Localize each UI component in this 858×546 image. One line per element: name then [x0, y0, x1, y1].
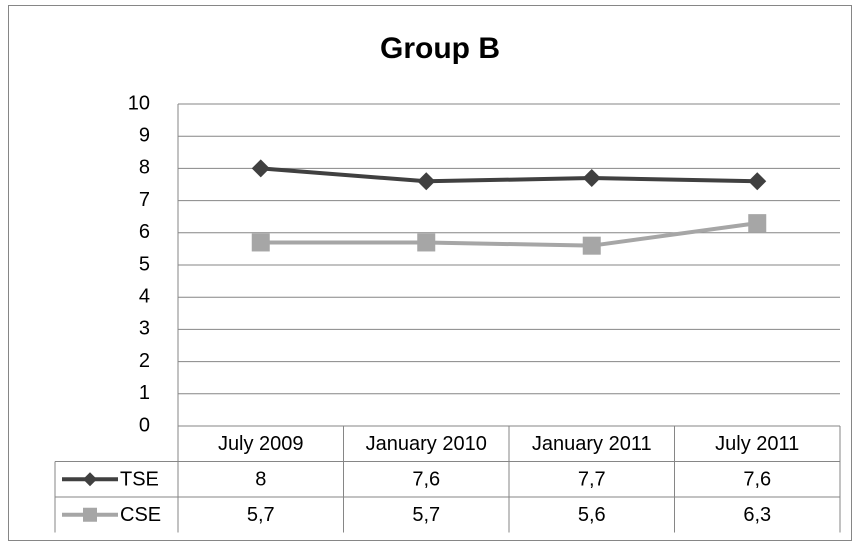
series-line — [260, 166, 758, 184]
y-tick-label: 6 — [139, 221, 150, 243]
legend-marker — [83, 507, 97, 522]
data-point — [748, 214, 767, 233]
y-tick-label: 2 — [139, 350, 150, 372]
table-value: 5,7 — [247, 504, 275, 526]
y-tick-label: 10 — [128, 92, 150, 114]
legend-label: CSE — [120, 504, 161, 526]
data-point — [582, 169, 601, 188]
x-tick-label: July 2009 — [218, 433, 304, 455]
data-point — [417, 233, 436, 252]
table-value: 6,3 — [743, 504, 771, 526]
table-value: 8 — [255, 469, 266, 491]
table-value: 7,7 — [578, 469, 606, 491]
table-value: 5,6 — [578, 504, 606, 526]
data-point — [251, 233, 270, 252]
data-point — [417, 172, 436, 191]
y-tick-label: 1 — [139, 382, 150, 404]
series-line — [260, 221, 758, 248]
chart-title: Group B — [380, 32, 500, 65]
table-value: 7,6 — [743, 469, 771, 491]
y-tick-label: 8 — [139, 157, 150, 179]
legend-label: TSE — [120, 469, 159, 491]
y-tick-label: 5 — [139, 253, 150, 275]
chart-border — [8, 5, 852, 541]
data-point — [748, 172, 767, 191]
data-point — [251, 159, 270, 178]
x-tick-label: July 2011 — [715, 433, 799, 455]
data-point — [582, 236, 601, 255]
y-tick-label: 7 — [139, 189, 150, 211]
y-tick-label: 0 — [139, 414, 150, 436]
table-value: 7,6 — [412, 469, 440, 491]
x-tick-label: January 2011 — [532, 433, 652, 455]
x-tick-label: January 2010 — [366, 433, 487, 455]
legend-marker — [83, 472, 97, 487]
table-value: 5,7 — [412, 504, 440, 526]
y-tick-label: 3 — [139, 318, 150, 340]
y-tick-label: 4 — [139, 285, 150, 307]
y-tick-label: 9 — [139, 124, 150, 146]
